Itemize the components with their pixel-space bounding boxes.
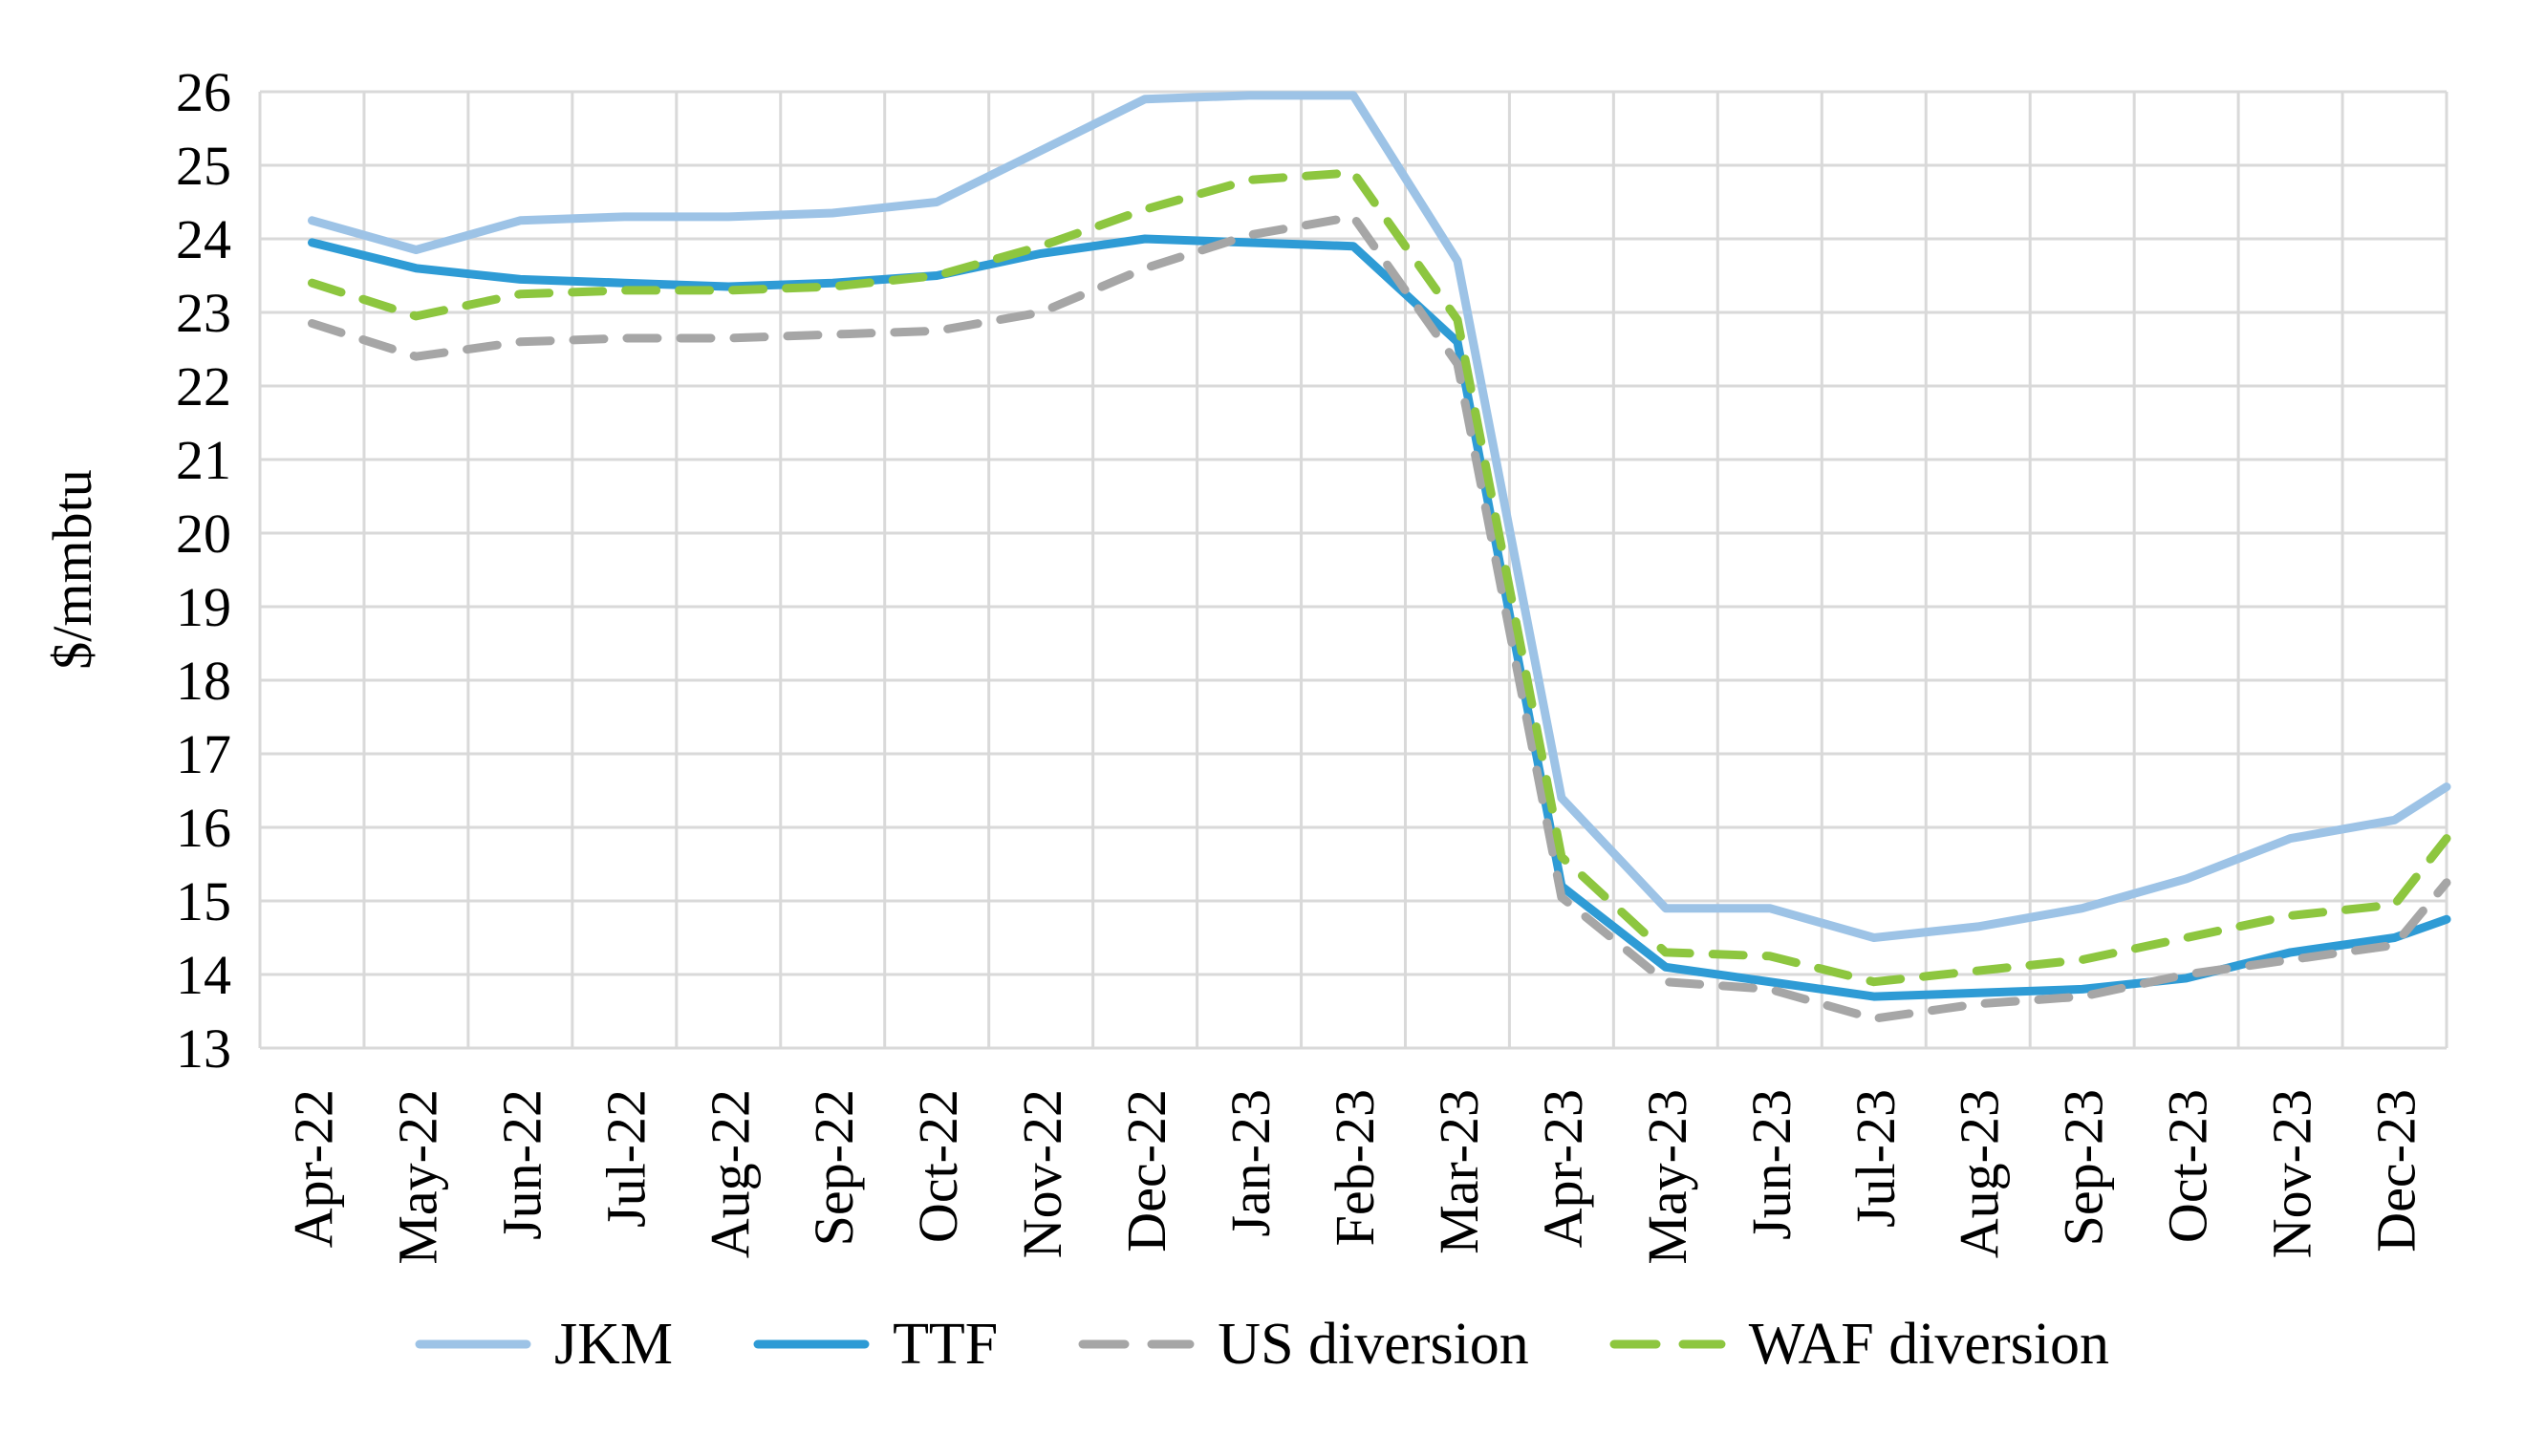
legend-item-ttf: TTF <box>753 1311 998 1379</box>
y-axis-title: $/mmbtu <box>41 469 103 670</box>
x-tick-label: Nov-23 <box>2261 1089 2323 1258</box>
y-tick-label: 21 <box>176 429 231 491</box>
x-tick-label: Jan-23 <box>1219 1089 1282 1237</box>
x-tick-label: Sep-22 <box>803 1089 865 1246</box>
legend-label: US diversion <box>1218 1311 1529 1377</box>
y-tick-label: 20 <box>176 503 231 565</box>
x-tick-label: Feb-23 <box>1324 1089 1386 1246</box>
y-tick-label: 14 <box>176 944 231 1006</box>
y-tick-label: 19 <box>176 576 231 638</box>
x-tick-label: Aug-22 <box>699 1089 761 1258</box>
y-tick-label: 25 <box>176 135 231 197</box>
legend: JKM TTF US diversion WAF diversion <box>0 1301 2524 1387</box>
x-tick-label: May-23 <box>1636 1089 1698 1265</box>
y-tick-label: 22 <box>176 355 231 418</box>
series-line-waf-diversion <box>308 168 2451 987</box>
legend-swatch-line <box>1078 1339 1195 1349</box>
x-tick-label: Apr-22 <box>282 1089 344 1248</box>
legend-item-jkm: JKM <box>415 1311 673 1379</box>
x-tick-label: Apr-23 <box>1532 1089 1594 1248</box>
y-tick-label: 23 <box>176 282 231 344</box>
y-tick-label: 17 <box>176 723 231 785</box>
x-tick-label: Dec-22 <box>1115 1089 1177 1253</box>
legend-swatch-line <box>415 1339 531 1349</box>
y-tick-label: 24 <box>176 208 231 270</box>
x-tick-label: Sep-23 <box>2053 1089 2115 1246</box>
x-tick-label: Dec-23 <box>2365 1089 2427 1253</box>
legend-label: TTF <box>893 1311 999 1377</box>
legend-label: JKM <box>554 1311 674 1377</box>
legend-swatch-line <box>1609 1339 1726 1349</box>
legend-item-us-diversion: US diversion <box>1078 1311 1529 1379</box>
x-tick-label: Jun-22 <box>490 1089 552 1240</box>
series-line-jkm <box>308 91 2451 942</box>
y-tick-label: 15 <box>176 870 231 932</box>
y-tick-label: 18 <box>176 650 231 712</box>
x-tick-label: Jul-23 <box>1844 1089 1907 1228</box>
x-tick-label: May-22 <box>386 1089 448 1265</box>
x-tick-label: Jul-22 <box>594 1089 657 1228</box>
legend-swatch-line <box>753 1339 870 1349</box>
series-line-ttf <box>308 234 2451 1001</box>
legend-label: WAF diversion <box>1748 1311 2109 1377</box>
y-tick-label: 16 <box>176 797 231 859</box>
x-tick-label: Oct-23 <box>2157 1089 2219 1243</box>
x-tick-label: Oct-22 <box>907 1089 969 1243</box>
x-tick-label: Aug-23 <box>1949 1089 2011 1258</box>
legend-item-waf-diversion: WAF diversion <box>1609 1311 2109 1379</box>
x-tick-label: Mar-23 <box>1428 1089 1490 1254</box>
x-tick-label: Nov-22 <box>1011 1089 1073 1258</box>
series-line-us-diversion <box>308 212 2451 1023</box>
x-tick-label: Jun-23 <box>1740 1089 1802 1240</box>
y-tick-label: 13 <box>176 1017 231 1080</box>
y-tick-label: 26 <box>176 61 231 123</box>
